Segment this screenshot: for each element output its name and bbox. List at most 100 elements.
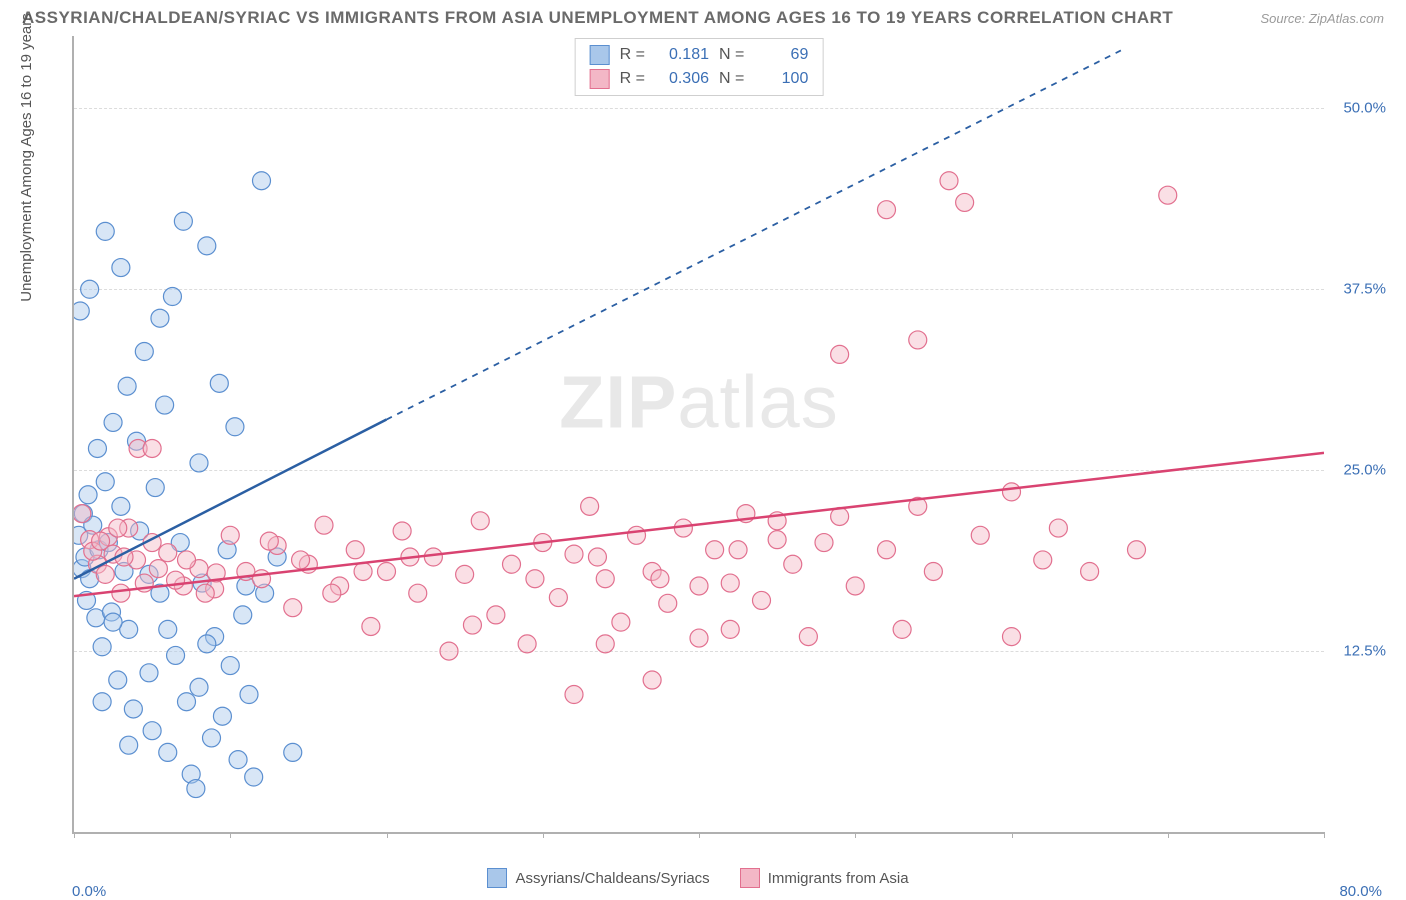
legend-label-1: Immigrants from Asia [768,870,909,887]
scatter-point [643,671,661,689]
x-tick [230,832,231,838]
scatter-point [226,418,244,436]
chart-container: Unemployment Among Ages 16 to 19 years Z… [22,36,1394,856]
scatter-point [565,686,583,704]
scatter-point [487,606,505,624]
scatter-point [190,678,208,696]
scatter-point [240,686,258,704]
scatter-point [112,584,130,602]
legend-item-0: Assyrians/Chaldeans/Syriacs [487,868,709,888]
scatter-point [690,577,708,595]
scatter-point [112,259,130,277]
scatter-point [74,505,91,523]
scatter-point [612,613,630,631]
scatter-point [878,541,896,559]
n-val-0: 69 [754,43,808,67]
scatter-point [118,377,136,395]
scatter-point [784,555,802,573]
scatter-point [260,532,278,550]
scatter-point [198,635,216,653]
scatter-point [440,642,458,660]
swatch-0 [590,45,610,65]
legend-stats-row-0: R = 0.181 N = 69 [590,43,809,67]
x-tick [699,832,700,838]
scatter-point [1034,551,1052,569]
scatter-point [198,237,216,255]
scatter-point [659,594,677,612]
scatter-point [124,700,142,718]
x-tick [74,832,75,838]
scatter-point [878,201,896,219]
scatter-point [1081,562,1099,580]
y-tick-label: 25.0% [1343,462,1386,479]
plot-area: ZIPatlas R = 0.181 N = 69 R = 0.306 N = … [72,36,1324,834]
scatter-point [526,570,544,588]
scatter-point [167,646,185,664]
scatter-point [167,571,185,589]
scatter-point [596,635,614,653]
scatter-point [109,519,127,537]
scatter-point [112,497,130,515]
scatter-point [143,722,161,740]
swatch-bottom-0 [487,868,507,888]
scatter-point [284,743,302,761]
scatter-point [940,172,958,190]
scatter-point [253,172,271,190]
y-axis-label: Unemployment Among Ages 16 to 19 years [18,13,35,302]
scatter-point [378,562,396,580]
scatter-point [346,541,364,559]
scatter-point [221,526,239,544]
scatter-point [96,222,114,240]
scatter-point [93,693,111,711]
scatter-point [596,570,614,588]
scatter-point [159,544,177,562]
scatter-point [178,693,196,711]
scatter-point [93,638,111,656]
x-tick [543,832,544,838]
chart-title: ASSYRIAN/CHALDEAN/SYRIAC VS IMMIGRANTS F… [22,8,1173,28]
y-tick-label: 12.5% [1343,643,1386,660]
scatter-point [187,780,205,798]
scatter-point [159,620,177,638]
x-tick [1324,832,1325,838]
scatter-point [143,439,161,457]
scatter-point [109,671,127,689]
scatter-point [1003,483,1021,501]
n-val-1: 100 [754,67,808,91]
scatter-point [96,565,114,583]
scatter-point [315,516,333,534]
source-label: Source: ZipAtlas.com [1260,11,1384,26]
scatter-point [1003,628,1021,646]
scatter-point [104,613,122,631]
scatter-point [456,565,474,583]
scatter-point [174,212,192,230]
scatter-point [721,574,739,592]
scatter-point [651,570,669,588]
scatter-point [909,331,927,349]
scatter-point [1128,541,1146,559]
scatter-point [471,512,489,530]
legend-stats: R = 0.181 N = 69 R = 0.306 N = 100 [575,38,824,96]
y-tick-label: 37.5% [1343,281,1386,298]
scatter-point [1049,519,1067,537]
scatter-point [956,193,974,211]
scatter-point [284,599,302,617]
r-label: R = [620,67,645,91]
x-tick [1012,832,1013,838]
scatter-svg [74,36,1324,832]
scatter-point [196,584,214,602]
r-label: R = [620,43,645,67]
legend-label-0: Assyrians/Chaldeans/Syriacs [515,870,709,887]
scatter-point [354,562,372,580]
scatter-point [706,541,724,559]
scatter-point [178,551,196,569]
swatch-1 [590,69,610,89]
scatter-point [104,413,122,431]
scatter-point [229,751,247,769]
y-tick-label: 50.0% [1343,100,1386,117]
scatter-point [815,534,833,552]
scatter-point [253,570,271,588]
scatter-point [140,664,158,682]
scatter-point [893,620,911,638]
scatter-point [721,620,739,638]
